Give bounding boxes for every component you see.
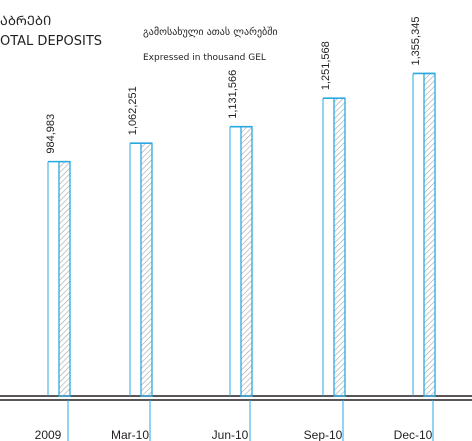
value-label: 1,131,566 bbox=[227, 70, 239, 119]
bar bbox=[423, 72, 436, 397]
category-label: Mar-10 bbox=[111, 428, 149, 441]
bars-group: 984,983 2009 1,062,251 Mar-10 1,131,566 Jun-1… bbox=[35, 17, 436, 441]
value-label: 1,355,345 bbox=[410, 17, 422, 66]
category-label: Jun-10 bbox=[212, 428, 249, 441]
bar bbox=[58, 160, 71, 397]
chart-subtitle-georgian: გამოსახული ათას ლარებში bbox=[143, 27, 278, 38]
value-label: 1,062,251 bbox=[127, 86, 139, 135]
chart-subtitle-english: Expressed in thousand GEL bbox=[143, 53, 266, 63]
bar bbox=[140, 142, 153, 397]
bar bbox=[333, 97, 346, 397]
category-label: Sep-10 bbox=[304, 428, 343, 441]
category-label: 2009 bbox=[35, 428, 62, 441]
value-label: 984,983 bbox=[45, 114, 57, 154]
chart-title-georgian: ᲐᲑᲠᲔᲑᲘ bbox=[0, 14, 52, 29]
bar bbox=[240, 126, 253, 397]
value-label: 1,251,568 bbox=[320, 41, 332, 90]
category-label: Dec-10 bbox=[394, 428, 433, 441]
chart-title-english: OTAL DEPOSITS bbox=[0, 34, 103, 49]
